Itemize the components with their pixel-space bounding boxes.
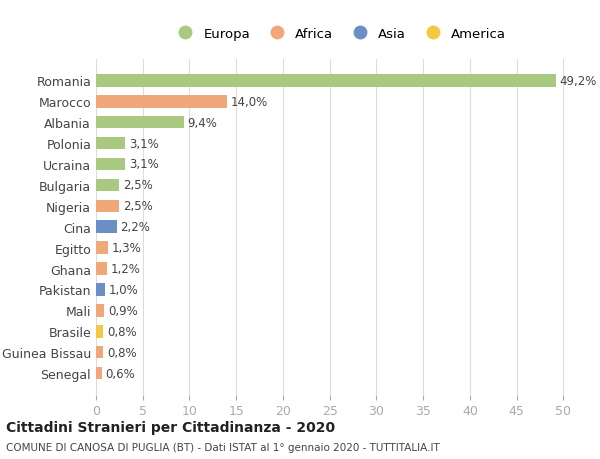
Text: 2,2%: 2,2% xyxy=(120,221,150,234)
Text: 2,5%: 2,5% xyxy=(123,200,153,213)
Bar xyxy=(96,75,556,87)
Text: 0,9%: 0,9% xyxy=(108,304,138,317)
Text: 0,6%: 0,6% xyxy=(106,367,135,380)
Legend: Europa, Africa, Asia, America: Europa, Africa, Asia, America xyxy=(167,22,511,46)
Bar xyxy=(96,263,107,275)
Bar xyxy=(96,346,103,358)
Bar xyxy=(96,367,101,380)
Text: 1,2%: 1,2% xyxy=(111,263,141,275)
Bar xyxy=(96,284,106,296)
Text: 0,8%: 0,8% xyxy=(107,346,137,359)
Bar xyxy=(96,200,119,213)
Text: Cittadini Stranieri per Cittadinanza - 2020: Cittadini Stranieri per Cittadinanza - 2… xyxy=(6,420,335,435)
Text: 3,1%: 3,1% xyxy=(129,137,158,150)
Text: 1,0%: 1,0% xyxy=(109,283,139,296)
Bar xyxy=(96,179,119,192)
Bar xyxy=(96,138,125,150)
Bar xyxy=(96,221,116,234)
Text: 49,2%: 49,2% xyxy=(560,75,597,88)
Text: 2,5%: 2,5% xyxy=(123,179,153,192)
Bar xyxy=(96,325,103,338)
Text: COMUNE DI CANOSA DI PUGLIA (BT) - Dati ISTAT al 1° gennaio 2020 - TUTTITALIA.IT: COMUNE DI CANOSA DI PUGLIA (BT) - Dati I… xyxy=(6,442,440,452)
Bar xyxy=(96,158,125,171)
Text: 0,8%: 0,8% xyxy=(107,325,137,338)
Bar xyxy=(96,117,184,129)
Text: 3,1%: 3,1% xyxy=(129,158,158,171)
Text: 14,0%: 14,0% xyxy=(230,95,268,108)
Bar xyxy=(96,96,227,108)
Bar xyxy=(96,304,104,317)
Text: 1,3%: 1,3% xyxy=(112,241,142,255)
Bar xyxy=(96,242,108,254)
Text: 9,4%: 9,4% xyxy=(188,117,217,129)
